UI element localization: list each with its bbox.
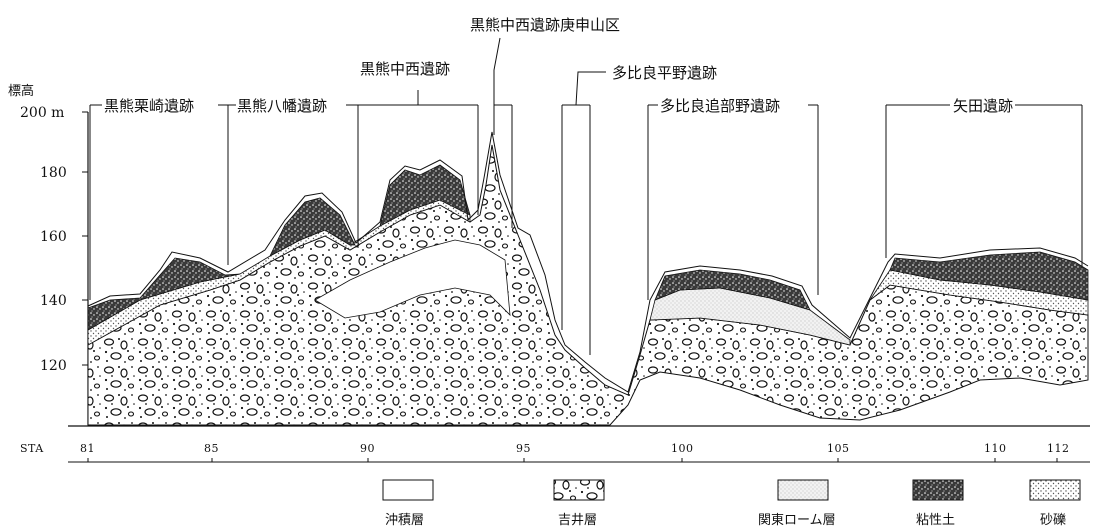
y-tick-label: 180 [40,165,67,181]
legend-label: 吉井層 [558,513,597,528]
alluvium-core [314,239,511,319]
legend-label: 粘性土 [916,513,955,528]
x-tick-label: 85 [204,442,219,455]
legend-item-yoshii: 吉井層 [553,479,605,528]
y-axis-title: 標高 [8,83,34,99]
y-tick-label: 120 [40,358,67,374]
legend-item-alluvium: 沖積層 [382,479,434,528]
site-label-tahira-oibeno: 多比良追部野遺跡 [660,97,780,115]
x-tick-label: 100 [671,442,694,455]
ground-surface-line [87,131,1089,393]
clay-layer [654,269,811,311]
x-tick-label: 105 [827,442,850,455]
legend-label: 沖積層 [385,513,424,528]
cross-section-strata [87,131,1089,426]
site-label-tahira-heiya: 多比良平野遺跡 [612,64,717,82]
site-label-kurikuma-kurisaki: 黒熊栗崎遺跡 [104,97,194,115]
clay-layer [87,257,241,331]
site-label-yada: 矢田遺跡 [953,97,1013,115]
legend-item-kanto-loam: 関東ローム層 [758,479,836,528]
clay-layer [269,197,356,257]
x-tick-label: 90 [360,442,375,455]
x-tick-label: 112 [1047,442,1070,455]
x-tick-label: 81 [80,442,95,455]
x-tick-label: 95 [516,442,531,455]
legend-item-clay: 粘性土 [912,479,964,528]
y-axis: 標高 200 m 180 160 140 120 [8,83,89,425]
legend: 沖積層 吉井層 関東ローム層 粘性土 砂礫 [382,479,1081,528]
station-axis: STA 81 85 90 95 100 105 110 112 [20,425,1090,463]
x-axis-title: STA [20,442,44,455]
y-tick-label: 200 m [20,105,64,121]
site-label-kurikuma-nakanishi: 黒熊中西遺跡 [360,60,450,78]
site-label-kurikuma-hachiman: 黒熊八幡遺跡 [237,97,327,115]
site-annotations: 黒熊栗崎遺跡 黒熊八幡遺跡 黒熊中西遺跡 黒熊中西遺跡庚申山区 多比良平野遺跡 … [89,16,1083,355]
legend-label: 関東ローム層 [758,512,836,528]
site-label-kurikuma-nakanishi-koshinyama: 黒熊中西遺跡庚申山区 [470,16,620,34]
x-tick-label: 110 [984,442,1007,455]
y-tick-label: 160 [40,229,67,245]
legend-item-gravel: 砂礫 [1029,479,1081,528]
y-tick-label: 140 [40,293,67,309]
legend-label: 砂礫 [1040,512,1066,528]
clay-layer [379,164,471,227]
